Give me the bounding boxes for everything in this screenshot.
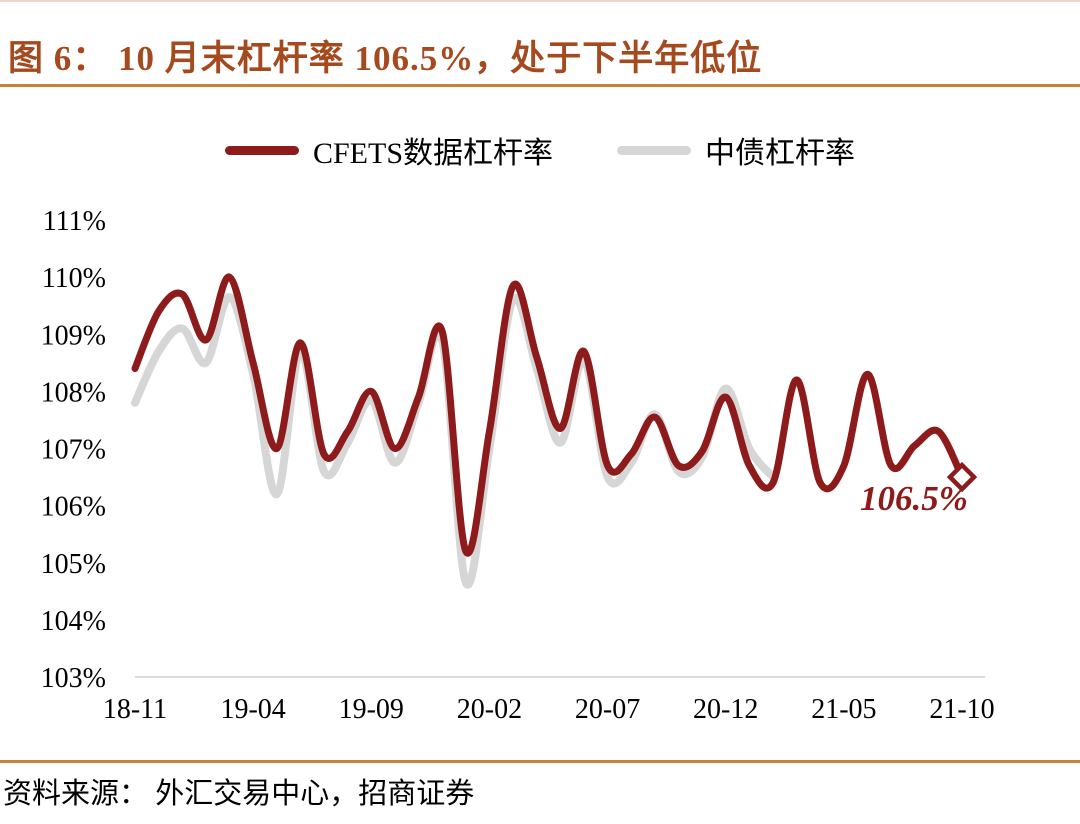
zhongzhai-line-swatch-icon bbox=[617, 145, 692, 155]
source-note: 资料来源： 外汇交易中心，招商证券 bbox=[3, 778, 475, 810]
y-tick-label: 108% bbox=[41, 377, 106, 408]
legend-item-zhongzhai: 中债杠杆率 bbox=[617, 128, 855, 172]
y-tick-label: 105% bbox=[41, 549, 106, 580]
x-tick-label: 20-07 bbox=[575, 694, 640, 725]
y-tick-label: 107% bbox=[41, 435, 106, 466]
x-tick-label: 20-02 bbox=[457, 694, 522, 725]
title-underline bbox=[0, 84, 1080, 87]
footer-rule bbox=[0, 760, 1080, 763]
figure-title: 图 6： 10 月末杠杆率 106.5%，处于下半年低位 bbox=[8, 39, 763, 78]
series-line bbox=[131, 273, 966, 557]
legend-label-cfets: CFETS数据杠杆率 bbox=[312, 137, 554, 170]
legend-label-zhongzhai: 中债杠杆率 bbox=[705, 137, 856, 170]
y-tick-label: 110% bbox=[42, 263, 106, 294]
y-tick-label: 104% bbox=[41, 606, 106, 637]
last-value-label: 106.5% bbox=[860, 479, 968, 518]
x-tick-label: 21-05 bbox=[811, 694, 876, 725]
cfets-line-swatch-icon bbox=[224, 145, 299, 155]
x-tick-label: 19-09 bbox=[339, 694, 404, 725]
chart-legend: CFETS数据杠杆率 中债杠杆率 bbox=[0, 128, 1080, 172]
y-tick-label: 111% bbox=[43, 206, 106, 237]
legend-item-cfets: CFETS数据杠杆率 bbox=[224, 128, 554, 172]
page-top-edge bbox=[0, 0, 1080, 2]
y-tick-label: 103% bbox=[41, 663, 106, 694]
x-tick-label: 18-11 bbox=[103, 694, 167, 725]
x-tick-label: 20-12 bbox=[693, 694, 758, 725]
y-tick-label: 109% bbox=[41, 320, 106, 351]
end-diamond-marker bbox=[946, 461, 978, 493]
y-tick-label: 106% bbox=[41, 492, 106, 523]
x-tick-label: 19-04 bbox=[220, 694, 285, 725]
x-tick-label: 21-10 bbox=[929, 694, 994, 725]
